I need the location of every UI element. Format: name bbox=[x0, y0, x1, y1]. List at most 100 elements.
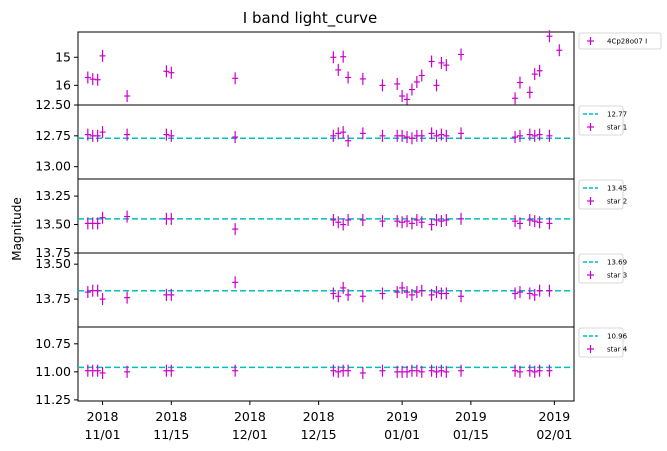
data-point bbox=[418, 284, 425, 297]
data-point bbox=[526, 213, 533, 226]
data-point bbox=[443, 59, 450, 72]
data-point bbox=[512, 131, 519, 144]
data-point bbox=[512, 287, 519, 300]
data-point bbox=[99, 211, 106, 224]
data-point bbox=[546, 129, 553, 142]
legend-box bbox=[578, 32, 662, 50]
y-tick-label: 12.75 bbox=[35, 128, 71, 143]
data-point bbox=[433, 213, 440, 226]
data-point bbox=[168, 66, 175, 79]
data-point bbox=[512, 215, 519, 228]
data-point bbox=[536, 284, 543, 297]
data-point bbox=[359, 127, 366, 140]
data-point bbox=[345, 71, 352, 84]
y-tick-label: 15 bbox=[55, 49, 71, 64]
data-point bbox=[163, 128, 170, 141]
data-point bbox=[546, 284, 553, 297]
data-point bbox=[458, 364, 465, 377]
data-point bbox=[379, 129, 386, 142]
data-point bbox=[330, 287, 337, 300]
data-point bbox=[404, 365, 411, 378]
data-point bbox=[84, 286, 91, 299]
x-tick-day: 02/01 bbox=[536, 427, 572, 442]
data-point bbox=[458, 48, 465, 61]
data-point bbox=[526, 287, 533, 300]
panel-3: 13.25 13.50 13.75 13.45 star 2 bbox=[35, 178, 627, 260]
data-point bbox=[99, 366, 106, 379]
data-point bbox=[404, 131, 411, 144]
data-point bbox=[84, 71, 91, 84]
y-tick-label: 12.50 bbox=[35, 97, 71, 112]
panel-frame bbox=[77, 31, 575, 106]
data-point bbox=[418, 129, 425, 142]
y-tick-label: 13.75 bbox=[35, 245, 71, 260]
data-point bbox=[168, 212, 175, 225]
data-point bbox=[531, 365, 538, 378]
x-tick-day: 12/01 bbox=[232, 427, 268, 442]
data-point bbox=[232, 72, 239, 85]
data-point bbox=[433, 286, 440, 299]
data-point bbox=[536, 128, 543, 141]
legend-reference-label: 13.45 bbox=[607, 185, 627, 193]
data-point bbox=[124, 210, 131, 223]
data-point bbox=[546, 30, 553, 43]
data-point bbox=[443, 129, 450, 142]
data-point bbox=[345, 134, 352, 147]
data-point bbox=[443, 213, 450, 226]
x-tick-year: 2019 bbox=[455, 409, 487, 424]
data-point bbox=[516, 365, 523, 378]
panel-5: 10.75 11.00 11.25 10.96 star 4 bbox=[35, 326, 628, 407]
data-point bbox=[526, 128, 533, 141]
data-point bbox=[340, 281, 347, 294]
data-point bbox=[536, 64, 543, 77]
data-point bbox=[526, 364, 533, 377]
data-point bbox=[433, 79, 440, 92]
legend: 10.96 star 4 bbox=[578, 327, 628, 358]
data-point bbox=[359, 366, 366, 379]
data-point bbox=[443, 287, 450, 300]
y-axis-label: Magnitude bbox=[10, 197, 24, 261]
legend-reference-label: 12.77 bbox=[607, 111, 627, 119]
data-point bbox=[516, 76, 523, 89]
x-tick-year: 2018 bbox=[87, 409, 119, 424]
x-tick-year: 2018 bbox=[234, 409, 266, 424]
data-point bbox=[438, 364, 445, 377]
legend: 12.77 star 1 bbox=[578, 105, 627, 136]
data-point bbox=[531, 68, 538, 81]
data-point bbox=[556, 44, 563, 57]
panel-frame bbox=[77, 178, 575, 254]
data-point bbox=[335, 63, 342, 76]
data-point bbox=[168, 364, 175, 377]
data-point bbox=[94, 284, 101, 297]
data-point bbox=[94, 364, 101, 377]
y-tick-label: 13.50 bbox=[35, 217, 71, 232]
data-point bbox=[399, 281, 406, 294]
data-point bbox=[335, 290, 342, 303]
data-point bbox=[232, 276, 239, 289]
data-point bbox=[94, 217, 101, 230]
data-point bbox=[418, 365, 425, 378]
x-tick-year: 2019 bbox=[386, 409, 418, 424]
data-point bbox=[512, 92, 519, 105]
data-point bbox=[232, 131, 239, 144]
data-point bbox=[379, 79, 386, 92]
data-point bbox=[438, 215, 445, 228]
legend: 13.69 star 3 bbox=[578, 253, 627, 284]
data-point bbox=[526, 86, 533, 99]
data-point bbox=[99, 126, 106, 139]
data-point bbox=[536, 216, 543, 229]
data-point bbox=[413, 364, 420, 377]
legend: 4Cp28o07 I bbox=[578, 32, 662, 50]
data-point bbox=[428, 127, 435, 140]
data-point bbox=[232, 223, 239, 236]
data-point bbox=[531, 215, 538, 228]
data-point bbox=[124, 365, 131, 378]
legend-reference-label: 13.69 bbox=[607, 259, 627, 267]
x-tick-day: 11/15 bbox=[153, 427, 189, 442]
data-point bbox=[345, 213, 352, 226]
data-point bbox=[335, 216, 342, 229]
data-point bbox=[418, 216, 425, 229]
data-point bbox=[330, 213, 337, 226]
data-point bbox=[516, 217, 523, 230]
y-tick-label: 11.00 bbox=[35, 364, 71, 379]
